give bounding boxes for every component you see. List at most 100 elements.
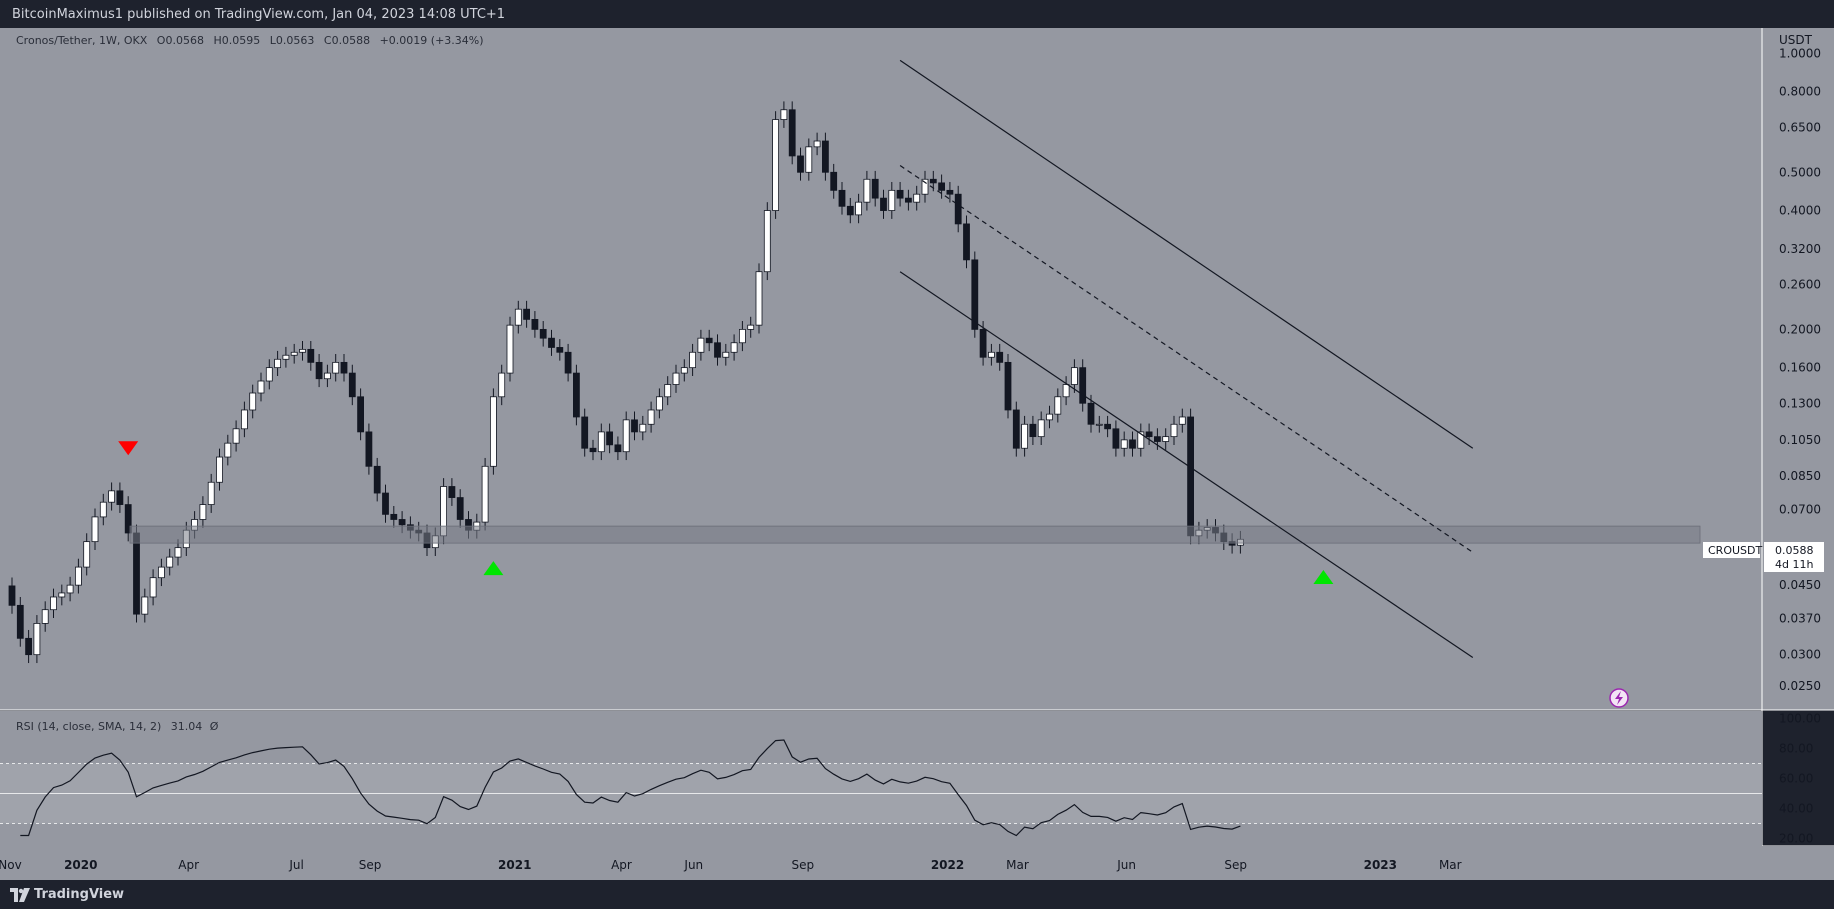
time-tick-label: 2023	[1364, 858, 1397, 872]
bull-candle	[141, 596, 149, 615]
bull-candle	[83, 541, 91, 568]
bull-candle	[58, 592, 66, 598]
chart-annotations	[118, 59, 1701, 659]
bull-candle	[323, 372, 331, 380]
bull-candle	[332, 361, 340, 374]
bear-candle	[548, 337, 555, 348]
bull-candle	[249, 392, 257, 411]
price-tick-label: 0.2600	[1779, 277, 1821, 291]
rsi-label: RSI (14, close, SMA, 14, 2)	[16, 720, 161, 733]
time-tick-label: Jul	[288, 858, 303, 872]
bull-candle	[481, 465, 489, 523]
price-tick-label: 0.0300	[1779, 648, 1821, 662]
symbol-tag-box	[1703, 542, 1760, 558]
bull-candle	[506, 324, 514, 374]
time-tick-label: 2022	[931, 858, 964, 872]
high-value: 0.0595	[222, 34, 261, 47]
bull-candle	[232, 428, 240, 444]
rsi-tick-label: 60.00	[1779, 772, 1813, 786]
axis-corner	[1762, 846, 1834, 880]
price-chart[interactable]: Cronos/Tether, 1W, OKX O0.0568 H0.0595 L…	[0, 28, 1834, 880]
bear-candle	[614, 444, 622, 453]
bull-candle	[739, 328, 746, 344]
bull-candle	[772, 119, 779, 211]
bull-candle	[664, 384, 672, 398]
price-tick-label: 1.0000	[1779, 46, 1821, 60]
symbol-tag-text: CROUSDT	[1708, 544, 1762, 557]
bear-candle	[938, 182, 945, 191]
bull-candle	[888, 189, 896, 211]
bear-candle	[523, 308, 530, 320]
bull-candle	[1137, 431, 1145, 449]
bear-candle	[871, 178, 879, 199]
bear-candle	[307, 348, 315, 363]
time-tick-label: 2021	[498, 858, 531, 872]
bull-candle	[813, 140, 821, 148]
bull-candle	[622, 419, 630, 453]
bull-candle	[656, 396, 663, 411]
publisher-bar: BitcoinMaximus1 published on TradingView…	[0, 0, 1834, 28]
time-tick-label: Nov	[0, 858, 22, 872]
rsi-levels	[0, 763, 1762, 824]
price-tick-label: 0.1050	[1779, 433, 1821, 447]
bull-candle	[514, 308, 522, 326]
bear-candle	[946, 189, 954, 195]
bear-candle	[25, 637, 33, 656]
bull-candle	[647, 409, 655, 425]
bear-candle	[116, 490, 124, 505]
bear-candle	[348, 372, 356, 398]
bear-candle	[846, 205, 854, 216]
tradingview-brand: TradingView	[34, 887, 125, 902]
symbol-info: Cronos/Tether, 1W, OKX O0.0568 H0.0595 L…	[16, 34, 484, 47]
bull-candle	[265, 367, 273, 382]
bull-candle	[498, 372, 506, 398]
price-tick-label: 0.0450	[1779, 578, 1821, 592]
open-value: 0.0568	[165, 34, 204, 47]
price-tick-label: 0.0370	[1779, 612, 1821, 626]
bear-candle	[905, 197, 912, 203]
open-label: O	[157, 34, 166, 47]
bear-candle	[1079, 367, 1087, 404]
bull-candle	[224, 442, 232, 458]
bull-candle	[99, 501, 107, 518]
time-tick-label: Mar	[1006, 858, 1029, 872]
time-tick-label: Jun	[1116, 858, 1136, 872]
bull-candle	[207, 481, 215, 505]
bear-candle	[531, 318, 539, 330]
price-axis-unit: USDT	[1779, 33, 1813, 47]
last-price-tag: CROUSDT 0.0588 4d 11h	[1703, 542, 1824, 572]
bear-candle	[1004, 361, 1012, 411]
bear-candle	[16, 604, 24, 639]
price-tag-countdown: 4d 11h	[1775, 558, 1813, 571]
symbol-name: Cronos/Tether, 1W, OKX	[16, 34, 148, 47]
bear-candle	[365, 431, 373, 467]
channel-lower-line	[899, 271, 1474, 659]
bull-candle	[921, 178, 929, 195]
price-tick-label: 0.2000	[1779, 322, 1821, 336]
bear-candle	[390, 513, 398, 520]
rsi-axis-ticks: 100.00 80.00 60.00 40.00 20.00	[1779, 712, 1821, 846]
price-tick-label: 0.5000	[1779, 165, 1821, 179]
channel-mid-line	[899, 165, 1474, 553]
resistance-zone	[129, 525, 1701, 544]
bear-candle	[357, 396, 365, 433]
price-tick-label: 0.1600	[1779, 361, 1821, 375]
bull-candle	[805, 146, 813, 173]
bear-candle	[382, 492, 389, 515]
bear-candle	[315, 361, 323, 380]
bull-candle	[1178, 416, 1186, 425]
bull-candle	[755, 271, 763, 326]
bear-candle	[133, 532, 140, 615]
bear-candle	[448, 486, 456, 498]
bull-candle	[41, 609, 49, 624]
bull-candle	[697, 337, 705, 353]
bull-candle	[50, 596, 57, 611]
main-pane-bg	[0, 28, 1762, 710]
time-tick-label: Apr	[611, 858, 632, 872]
bear-candle	[589, 447, 597, 453]
bull-candle	[1120, 439, 1128, 449]
alert-bolt-icon[interactable]	[1609, 688, 1629, 708]
bull-candle	[157, 566, 165, 579]
bear-candle	[896, 189, 904, 199]
bear-candle	[556, 347, 564, 353]
